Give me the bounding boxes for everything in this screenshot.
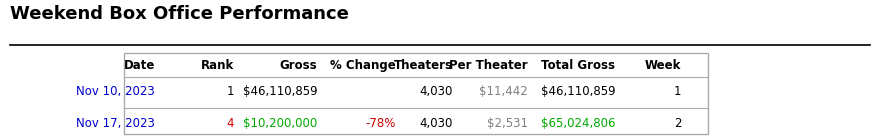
Text: Rank: Rank: [201, 59, 234, 72]
Text: Nov 17, 2023: Nov 17, 2023: [76, 117, 155, 130]
Text: -78%: -78%: [366, 117, 396, 130]
Text: 2: 2: [674, 117, 681, 130]
Text: 4: 4: [226, 117, 234, 130]
Text: 4,030: 4,030: [420, 117, 453, 130]
Text: Nov 10, 2023: Nov 10, 2023: [77, 85, 155, 99]
Text: $11,442: $11,442: [479, 85, 528, 99]
Text: Total Gross: Total Gross: [541, 59, 615, 72]
Text: $65,024,806: $65,024,806: [541, 117, 615, 130]
Text: Date: Date: [123, 59, 155, 72]
Text: 1: 1: [674, 85, 681, 99]
Text: Per Theater: Per Theater: [449, 59, 528, 72]
Text: Theaters: Theaters: [394, 59, 453, 72]
Text: $46,110,859: $46,110,859: [243, 85, 317, 99]
Text: 4,030: 4,030: [420, 85, 453, 99]
Text: $2,531: $2,531: [487, 117, 528, 130]
Text: Weekend Box Office Performance: Weekend Box Office Performance: [11, 5, 349, 23]
Text: Gross: Gross: [280, 59, 317, 72]
Text: Week: Week: [645, 59, 681, 72]
Text: $46,110,859: $46,110,859: [541, 85, 615, 99]
Text: % Change: % Change: [330, 59, 396, 72]
Text: $10,200,000: $10,200,000: [243, 117, 317, 130]
Text: 1: 1: [226, 85, 234, 99]
